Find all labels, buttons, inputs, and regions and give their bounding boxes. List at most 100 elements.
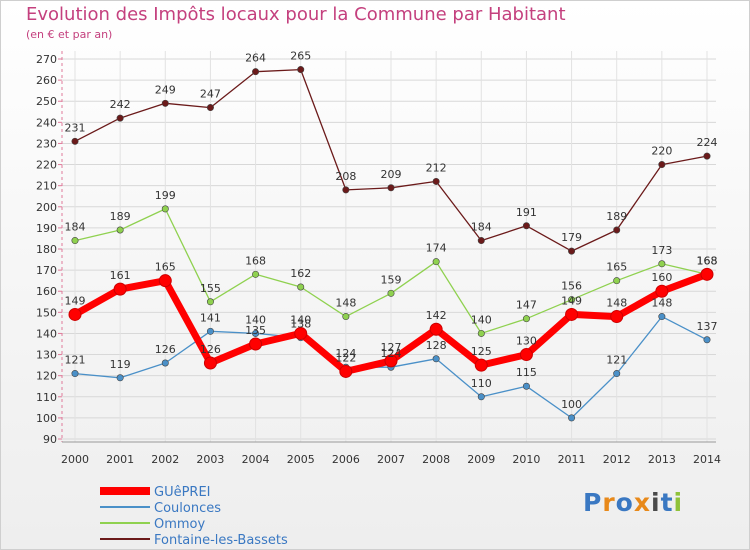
data-label-coulonces-2013: 148 (651, 297, 672, 310)
point-coulonces-2011 (568, 414, 576, 422)
data-label-ommoy-2013: 173 (651, 244, 672, 257)
point-gu-prei-2014 (700, 267, 714, 281)
proxiti-logo: Proxiti (583, 488, 683, 517)
point-gu-prei-2009 (474, 358, 488, 372)
point-fontaine-les-bassets-2004 (252, 68, 260, 76)
y-tick-label-120: 120 (36, 370, 57, 383)
point-gu-prei-2008 (429, 322, 443, 336)
data-label-ommoy-2007: 159 (381, 273, 402, 286)
point-gu-prei-2006 (339, 364, 353, 378)
point-coulonces-2010 (522, 382, 530, 390)
data-label-gu-prei-2009: 125 (471, 345, 492, 358)
y-tick-label-220: 220 (36, 159, 57, 172)
point-fontaine-les-bassets-2010 (522, 222, 530, 230)
y-tick-label-260: 260 (36, 74, 57, 87)
data-label-gu-prei-2013: 160 (651, 271, 672, 284)
data-label-gu-prei-2005: 140 (290, 313, 311, 326)
logo-letter: o (615, 488, 634, 517)
data-label-gu-prei-2008: 142 (426, 309, 447, 322)
data-label-ommoy-2002: 199 (155, 189, 176, 202)
data-label-coulonces-2007: 124 (381, 347, 402, 360)
logo-letter: P (583, 488, 603, 517)
y-tick-label-110: 110 (36, 391, 57, 404)
data-label-fontaine-les-bassets-2001: 242 (110, 98, 131, 111)
legend-label-ommoy: Ommoy (154, 517, 206, 532)
point-gu-prei-2013 (655, 284, 669, 298)
logo-letter: i (651, 488, 661, 517)
x-tick-label-2002: 2002 (151, 453, 179, 466)
data-label-gu-prei-2011: 149 (561, 294, 582, 307)
point-coulonces-2000 (71, 370, 79, 378)
data-label-ommoy-2014: 168 (697, 254, 718, 267)
data-label-gu-prei-2014: 168 (697, 254, 718, 267)
logo-letter: t (660, 488, 674, 517)
point-gu-prei-2012 (610, 310, 624, 324)
point-coulonces-2004 (252, 329, 260, 337)
point-ommoy-2011 (568, 296, 576, 304)
legend-label-gu-prei: GUêPREI (154, 485, 211, 500)
data-label-ommoy-2005: 162 (290, 267, 311, 280)
data-label-coulonces-2012: 121 (606, 354, 627, 367)
point-coulonces-2003 (206, 327, 214, 335)
point-ommoy-2006 (342, 313, 350, 321)
data-label-coulonces-2014: 137 (697, 320, 718, 333)
y-tick-label-180: 180 (36, 243, 57, 256)
point-fontaine-les-bassets-2014 (703, 152, 711, 160)
x-tick-label-2004: 2004 (242, 453, 270, 466)
point-coulonces-2009 (477, 393, 485, 401)
legend-label-coulonces: Coulonces (154, 501, 221, 516)
data-label-gu-prei-2003: 126 (200, 343, 221, 356)
y-tick-label-90: 90 (43, 433, 57, 446)
data-label-coulonces-2002: 126 (155, 343, 176, 356)
point-gu-prei-2003 (203, 356, 217, 370)
data-label-fontaine-les-bassets-2014: 224 (697, 136, 718, 149)
chart-title: Evolution des Impôts locaux pour la Comm… (26, 4, 566, 25)
y-tick-label-170: 170 (36, 264, 57, 277)
point-ommoy-2010 (522, 315, 530, 323)
point-ommoy-2005 (297, 283, 305, 291)
data-label-ommoy-2004: 168 (245, 254, 266, 267)
point-ommoy-2002 (161, 205, 169, 213)
y-tick-label-130: 130 (36, 349, 57, 362)
data-label-fontaine-les-bassets-2002: 249 (155, 83, 176, 96)
data-label-ommoy-2010: 147 (516, 299, 537, 312)
point-fontaine-les-bassets-2001 (116, 114, 124, 122)
x-tick-label-2007: 2007 (377, 453, 405, 466)
data-label-ommoy-2011: 156 (561, 280, 582, 293)
point-gu-prei-2004 (249, 337, 263, 351)
point-ommoy-2003 (206, 298, 214, 306)
data-label-gu-prei-2000: 149 (65, 294, 86, 307)
point-gu-prei-2011 (565, 307, 579, 321)
y-tick-label-230: 230 (36, 137, 57, 150)
point-fontaine-les-bassets-2012 (613, 226, 621, 234)
point-ommoy-2013 (658, 260, 666, 268)
data-label-fontaine-les-bassets-2005: 265 (290, 50, 311, 63)
point-ommoy-2004 (252, 270, 260, 278)
logo-letter: r (602, 488, 616, 517)
data-label-fontaine-les-bassets-2012: 189 (606, 210, 627, 223)
point-coulonces-2008 (432, 355, 440, 363)
point-coulonces-2012 (613, 370, 621, 378)
logo-letter: i (673, 488, 684, 517)
data-label-ommoy-2008: 174 (426, 242, 447, 255)
point-ommoy-2001 (116, 226, 124, 234)
point-fontaine-les-bassets-2005 (297, 66, 305, 74)
point-ommoy-2007 (387, 289, 395, 297)
y-tick-label-140: 140 (36, 327, 57, 340)
point-ommoy-2012 (613, 277, 621, 285)
data-label-ommoy-2009: 140 (471, 313, 492, 326)
chart-subtitle: (en € et par an) (26, 28, 113, 41)
point-gu-prei-2010 (519, 348, 533, 362)
x-tick-label-2009: 2009 (467, 453, 495, 466)
y-tick-label-240: 240 (36, 116, 57, 129)
data-label-gu-prei-2006: 122 (335, 351, 356, 364)
data-label-gu-prei-2002: 165 (155, 261, 176, 274)
point-ommoy-2008 (432, 258, 440, 266)
data-label-ommoy-2000: 184 (65, 221, 86, 234)
point-ommoy-2000 (71, 237, 79, 245)
logo-letter: x (633, 488, 651, 517)
data-label-fontaine-les-bassets-2011: 179 (561, 231, 582, 244)
point-fontaine-les-bassets-2002 (161, 99, 169, 107)
x-tick-label-2013: 2013 (648, 453, 676, 466)
data-label-fontaine-les-bassets-2000: 231 (65, 121, 86, 134)
